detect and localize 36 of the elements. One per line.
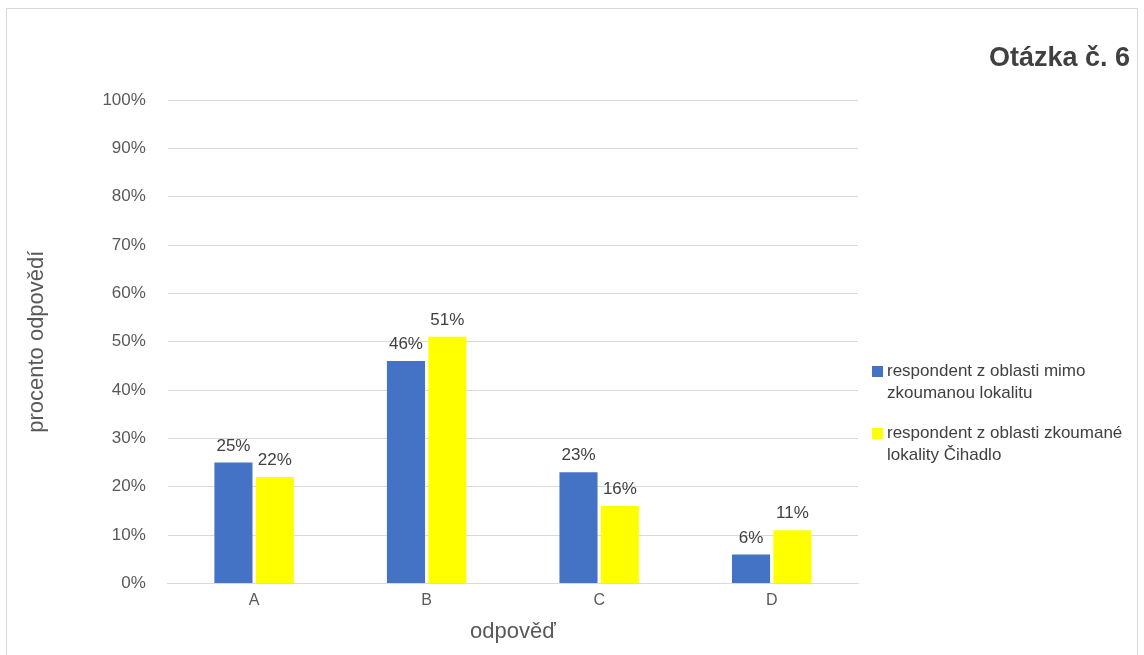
y-tick-label: 10% [111, 524, 146, 544]
bar [386, 361, 426, 583]
legend-label: respondent z oblasti zkoumané lokality Čihadlo [887, 422, 1124, 466]
y-axis-title: procento odpovědí [23, 250, 49, 433]
bar [214, 462, 253, 583]
data-label: 51% [430, 310, 465, 330]
bar [600, 506, 639, 583]
x-tick-label: D [765, 591, 778, 609]
y-tick-label: 90% [111, 138, 146, 158]
y-tick-label: 100% [102, 89, 146, 109]
bar [255, 477, 294, 583]
bar [773, 530, 812, 583]
x-axis-title: odpověď [470, 617, 557, 643]
data-label: 46% [388, 334, 423, 354]
data-label: 25% [216, 435, 251, 455]
text: Otázka č. 6 [988, 42, 1130, 73]
x-tick-label: A [248, 591, 260, 609]
data-label: 22% [257, 450, 292, 470]
bar [559, 472, 598, 583]
x-tick-label: B [421, 591, 433, 609]
bar [428, 336, 467, 583]
y-tick-label: 40% [111, 379, 146, 399]
data-label: 16% [602, 479, 637, 499]
x-tick-label: C [593, 591, 605, 609]
y-tick-label: 60% [111, 283, 146, 303]
data-label: 11% [776, 503, 809, 523]
y-tick-label: 0% [121, 573, 146, 593]
y-tick-label: 30% [111, 428, 146, 448]
data-label: 6% [738, 527, 764, 547]
bar [731, 554, 771, 583]
legend-label: respondent z oblasti mimo zkoumanou lokalitu [887, 360, 1087, 404]
data-label: 23% [561, 445, 596, 465]
y-tick-label: 70% [111, 234, 146, 254]
y-tick-label: 20% [111, 476, 146, 496]
y-tick-label: 80% [111, 186, 146, 206]
y-tick-label: 50% [111, 331, 146, 351]
